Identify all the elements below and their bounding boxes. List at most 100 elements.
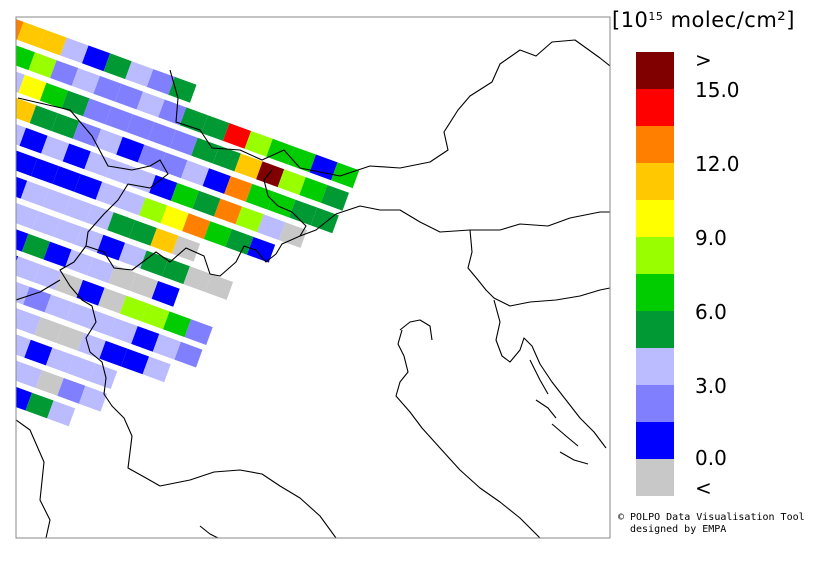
swath-pixel <box>142 356 171 383</box>
swath-pixel <box>320 185 349 211</box>
swath-pixel <box>170 182 199 209</box>
swath-pixel <box>89 363 118 389</box>
swath-pixel <box>16 334 31 358</box>
swath-pixel <box>76 279 105 306</box>
swath-pixel <box>45 347 74 374</box>
swath-pixel <box>60 37 89 64</box>
swath-pixel <box>83 98 112 125</box>
swath-pixel <box>148 122 177 148</box>
swath-pixel <box>0 59 3 85</box>
swath-pixel <box>278 222 307 248</box>
swath-pixel <box>121 348 150 375</box>
swath-pixel <box>205 274 234 300</box>
swath-pixel <box>174 341 203 368</box>
swath-pixel <box>67 355 96 382</box>
legend-swatch <box>636 459 674 496</box>
legend-label: 3.0 <box>695 374 727 398</box>
legend-label: < <box>695 476 712 500</box>
swath-pixel <box>151 281 180 307</box>
swath-pixel <box>77 332 106 359</box>
swath-pixel <box>66 302 95 329</box>
swath-pixel <box>16 176 28 199</box>
satellite-swaths <box>0 19 360 427</box>
credit-line-1: © POLPO Data Visualisation Tool <box>618 512 805 523</box>
legend-swatch <box>636 385 674 422</box>
swath-pixel <box>179 107 208 134</box>
swath-pixel <box>63 196 92 223</box>
swath-pixel <box>16 386 32 411</box>
swath-pixel <box>74 174 103 200</box>
swath-pixel <box>47 400 76 427</box>
legend-swatch <box>636 200 674 237</box>
swath-pixel <box>39 82 68 109</box>
swath-pixel <box>82 45 111 72</box>
swath-pixel <box>43 241 72 268</box>
swath-pixel <box>0 90 15 116</box>
swath-pixel <box>149 175 178 201</box>
swath-pixel <box>98 287 127 314</box>
swath-pixel <box>104 106 133 132</box>
swath-pixel <box>161 258 190 285</box>
legend-label: 0.0 <box>695 446 727 470</box>
swath-pixel <box>247 236 276 263</box>
swath-pixel <box>131 326 160 352</box>
swath-pixel <box>223 123 252 149</box>
swath-pixel <box>182 213 211 239</box>
swath-pixel <box>51 113 80 139</box>
legend-swatch <box>636 126 674 163</box>
swath-pixel <box>71 68 100 94</box>
legend-label: > <box>695 48 712 72</box>
legend-swatch <box>636 89 674 126</box>
swath-pixel <box>32 211 61 237</box>
swath-pixel <box>158 99 187 126</box>
swath-pixel <box>16 202 17 207</box>
swath-pixel <box>201 115 230 141</box>
legend-swatch <box>636 163 674 200</box>
swath-pixel <box>0 165 6 191</box>
swath-pixel <box>65 249 94 276</box>
swath-pixel <box>103 53 132 80</box>
swath-pixel <box>16 256 40 282</box>
swath-pixel <box>78 385 107 412</box>
swath-pixel <box>16 229 29 252</box>
swath-pixel <box>16 71 25 93</box>
swath-pixel <box>137 144 166 171</box>
swath-pixel <box>287 146 316 173</box>
swath-pixel <box>235 206 264 233</box>
swath-pixel <box>96 234 126 261</box>
swath-pixel <box>168 76 197 103</box>
swath-pixel <box>75 226 104 253</box>
swath-pixel <box>108 265 137 291</box>
legend-label: 15.0 <box>695 78 740 102</box>
swath-pixel <box>115 83 144 110</box>
swath-pixel <box>16 362 43 388</box>
swath-pixel <box>25 392 54 419</box>
swath-pixel <box>56 325 85 351</box>
swath-pixel <box>214 198 243 225</box>
swath-pixel <box>257 214 286 241</box>
swath-pixel <box>34 317 63 343</box>
swath-pixel <box>141 303 170 330</box>
legend-label: 9.0 <box>695 226 727 250</box>
swath-pixel <box>0 218 7 244</box>
swath-pixel <box>289 199 318 226</box>
swath-pixel <box>126 114 155 140</box>
swath-pixel <box>202 168 231 194</box>
legend-swatch <box>636 52 674 89</box>
swath-pixel <box>93 75 122 102</box>
legend-unit-title: [1015 molec/cm²] <box>612 8 795 32</box>
swath-pixel <box>146 69 175 95</box>
swath-pixel <box>140 250 169 277</box>
legend-label: 6.0 <box>695 300 727 324</box>
swath-pixel <box>0 377 10 403</box>
swath-pixel <box>29 105 58 131</box>
swath-pixel <box>119 295 148 322</box>
swath-pixel <box>183 266 212 292</box>
swath-pixel <box>20 180 49 207</box>
swath-pixel <box>150 228 179 254</box>
swath-pixel <box>21 233 50 260</box>
swath-pixel <box>86 257 115 284</box>
swath-pixel <box>212 145 241 172</box>
swath-pixel <box>16 309 41 335</box>
